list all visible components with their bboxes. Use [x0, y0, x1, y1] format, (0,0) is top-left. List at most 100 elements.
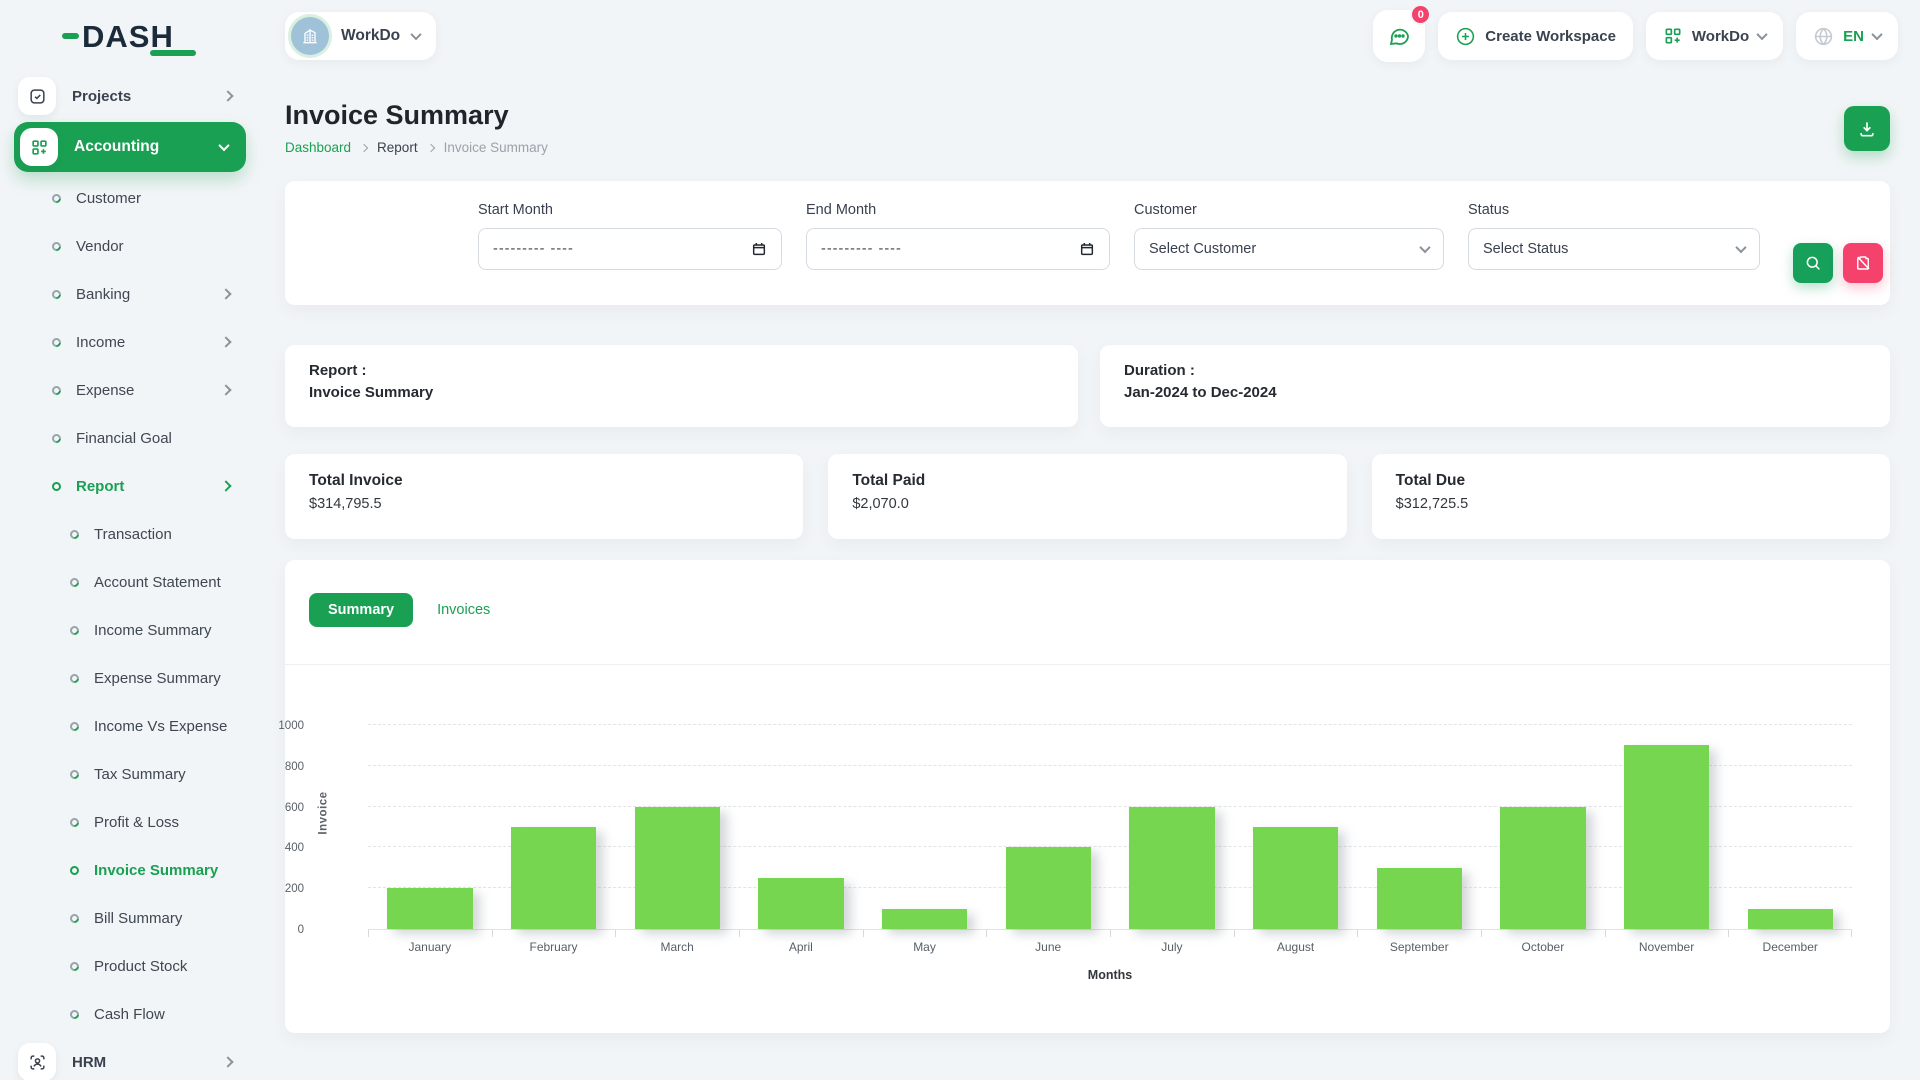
- total-invoice-label: Total Invoice: [309, 472, 779, 490]
- sidebar-item-cash-flow[interactable]: Cash Flow: [14, 990, 246, 1038]
- sidebar-item-expense[interactable]: Expense: [14, 366, 246, 414]
- sidebar-item-hrm[interactable]: HRM: [14, 1038, 246, 1080]
- title-block: Invoice Summary Dashboard Report Invoice…: [285, 98, 548, 155]
- y-tick-label: 400: [264, 842, 304, 854]
- workspace-selector[interactable]: WorkDo: [285, 12, 436, 60]
- start-month-placeholder: --------- ----: [493, 241, 574, 257]
- bar-november[interactable]: [1624, 745, 1709, 929]
- create-workspace-label: Create Workspace: [1485, 28, 1616, 45]
- chevron-right-icon: [220, 336, 231, 347]
- y-tick-label: 1000: [264, 720, 304, 732]
- chart-y-axis-title: Invoice: [318, 791, 330, 834]
- bar-january[interactable]: [387, 888, 472, 929]
- bar-june[interactable]: [1006, 847, 1091, 929]
- sidebar-item-label: Transaction: [94, 526, 172, 543]
- sidebar-item-income[interactable]: Income: [14, 318, 246, 366]
- breadcrumb-dashboard-link[interactable]: Dashboard: [285, 140, 351, 155]
- sidebar-item-banking[interactable]: Banking: [14, 270, 246, 318]
- start-month-input[interactable]: --------- ----: [478, 228, 782, 270]
- total-due-value: $312,725.5: [1396, 496, 1866, 512]
- sidebar-item-label: HRM: [72, 1054, 208, 1071]
- start-month-label: Start Month: [478, 202, 782, 218]
- sidebar-item-profit-loss[interactable]: Profit & Loss: [14, 798, 246, 846]
- reset-filter-button[interactable]: [1843, 243, 1883, 283]
- sidebar-item-label: Accounting: [74, 138, 204, 156]
- sidebar-item-accounting[interactable]: Accounting: [14, 122, 246, 172]
- sidebar-item-report[interactable]: Report: [14, 462, 246, 510]
- chevron-down-icon: [410, 29, 421, 40]
- chart-x-axis-title: Months: [368, 968, 1852, 982]
- messages-button[interactable]: 0: [1373, 10, 1425, 62]
- customer-select[interactable]: Select Customer: [1134, 228, 1444, 270]
- chart-x-labels: JanuaryFebruaryMarchAprilMayJuneJulyAugu…: [368, 940, 1852, 954]
- sidebar-item-label: Account Statement: [94, 574, 221, 591]
- bar-october[interactable]: [1500, 807, 1585, 929]
- sidebar-item-label: Income Summary: [94, 622, 212, 639]
- bar-slot: [863, 685, 987, 929]
- chat-icon: [1387, 24, 1411, 48]
- total-due-label: Total Due: [1396, 472, 1866, 490]
- bullet-icon: [68, 1008, 81, 1021]
- sidebar-item-label: Product Stock: [94, 958, 187, 975]
- bar-july[interactable]: [1129, 807, 1214, 929]
- sidebar-item-transaction[interactable]: Transaction: [14, 510, 246, 558]
- bar-slot: [368, 685, 492, 929]
- bar-august[interactable]: [1253, 827, 1338, 929]
- sidebar-item-expense-summary[interactable]: Expense Summary: [14, 654, 246, 702]
- chevron-right-icon: [426, 144, 434, 152]
- sidebar-item-label: Report: [76, 478, 124, 495]
- bullet-icon: [68, 624, 81, 637]
- header-actions: 0 Create Workspace WorkDo EN: [1373, 10, 1920, 62]
- page-title: Invoice Summary: [285, 98, 548, 132]
- create-workspace-button[interactable]: Create Workspace: [1438, 12, 1633, 60]
- sidebar-item-bill-summary[interactable]: Bill Summary: [14, 894, 246, 942]
- sidebar-item-income-summary[interactable]: Income Summary: [14, 606, 246, 654]
- sidebar-item-label: Bill Summary: [94, 910, 182, 927]
- breadcrumb-report[interactable]: Report: [377, 140, 418, 155]
- sidebar-item-label: Cash Flow: [94, 1006, 165, 1023]
- main-content: Invoice Summary Dashboard Report Invoice…: [264, 72, 1920, 1080]
- bullet-icon: [50, 192, 63, 205]
- bar-may[interactable]: [882, 909, 967, 929]
- sidebar-item-product-stock[interactable]: Product Stock: [14, 942, 246, 990]
- report-value: Invoice Summary: [309, 384, 1054, 401]
- search-icon: [1804, 254, 1822, 272]
- status-select[interactable]: Select Status: [1468, 228, 1760, 270]
- messages-count-badge: 0: [1410, 4, 1431, 25]
- sidebar-item-account-statement[interactable]: Account Statement: [14, 558, 246, 606]
- y-tick-label: 0: [264, 924, 304, 936]
- end-month-input[interactable]: --------- ----: [806, 228, 1110, 270]
- brand-logo[interactable]: DASH: [62, 21, 174, 52]
- y-tick-label: 200: [264, 883, 304, 895]
- apply-filter-button[interactable]: [1793, 243, 1833, 283]
- bar-december[interactable]: [1748, 909, 1833, 929]
- y-tick-label: 800: [264, 761, 304, 773]
- total-paid-card: Total Paid $2,070.0: [828, 454, 1346, 539]
- tab-summary[interactable]: Summary: [309, 593, 413, 627]
- bar-march[interactable]: [635, 807, 720, 929]
- bar-september[interactable]: [1377, 868, 1462, 929]
- x-tick-label: August: [1234, 940, 1358, 954]
- chevron-right-icon: [222, 90, 233, 101]
- x-tick-label: January: [368, 940, 492, 954]
- bar-february[interactable]: [511, 827, 596, 929]
- user-focus-icon: [18, 1043, 56, 1080]
- bar-april[interactable]: [758, 878, 843, 929]
- sidebar-item-tax-summary[interactable]: Tax Summary: [14, 750, 246, 798]
- grid-plus-icon: [1663, 26, 1683, 46]
- chart-bars: [368, 685, 1852, 929]
- tab-invoices[interactable]: Invoices: [437, 602, 490, 618]
- sidebar-item-invoice-summary[interactable]: Invoice Summary: [14, 846, 246, 894]
- chart-tabs: Summary Invoices: [285, 560, 1890, 627]
- x-tick-label: July: [1110, 940, 1234, 954]
- language-button[interactable]: EN: [1796, 12, 1898, 60]
- sidebar-item-vendor[interactable]: Vendor: [14, 222, 246, 270]
- sidebar-item-income-vs-expense[interactable]: Income Vs Expense: [14, 702, 246, 750]
- status-select-value: Select Status: [1483, 241, 1568, 257]
- download-report-button[interactable]: [1844, 106, 1890, 151]
- duration-value: Jan-2024 to Dec-2024: [1124, 384, 1866, 401]
- sidebar-item-financial-goal[interactable]: Financial Goal: [14, 414, 246, 462]
- sidebar-item-projects[interactable]: Projects: [14, 72, 246, 120]
- sidebar-item-customer[interactable]: Customer: [14, 174, 246, 222]
- workspace-menu-button[interactable]: WorkDo: [1646, 12, 1783, 60]
